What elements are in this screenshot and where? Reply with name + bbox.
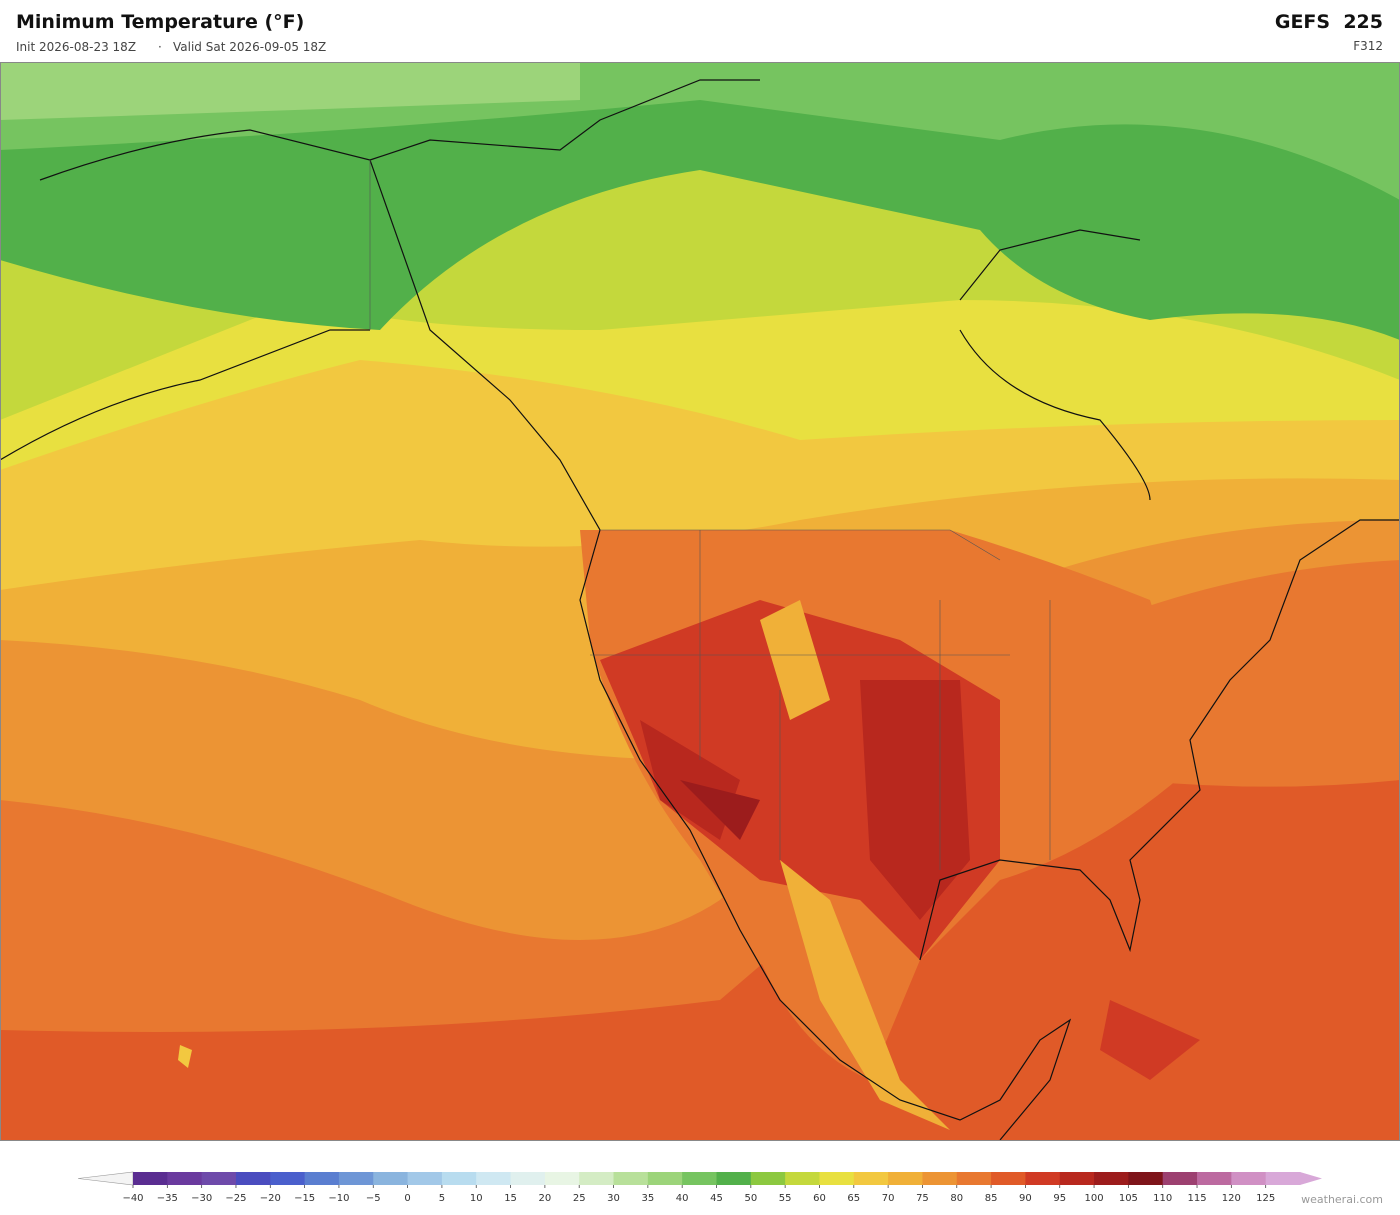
colorbar-tick-label: 0 xyxy=(404,1193,410,1204)
colorbar-tick-label: 35 xyxy=(641,1193,654,1204)
colorbar-tick-label: 45 xyxy=(710,1193,723,1204)
colorbar-tick-label: 10 xyxy=(470,1193,483,1204)
colorbar-segment xyxy=(407,1172,443,1185)
colorbar-tick-label: 80 xyxy=(950,1193,963,1204)
colorbar-tick-label: 30 xyxy=(607,1193,620,1204)
colorbar-segment xyxy=(1265,1172,1301,1185)
colorbar-segment xyxy=(1231,1172,1267,1185)
colorbar-tick-label: 115 xyxy=(1187,1193,1206,1204)
colorbar-segment xyxy=(991,1172,1026,1185)
colorbar-tick-label: −40 xyxy=(122,1193,143,1204)
colorbar-tick-label: 75 xyxy=(916,1193,929,1204)
colorbar-tick-label: 85 xyxy=(985,1193,998,1204)
separator: · xyxy=(158,40,162,54)
colorbar-tick-label: 55 xyxy=(779,1193,792,1204)
colorbar-segment xyxy=(476,1172,512,1185)
colorbar-segment xyxy=(1025,1172,1061,1185)
colorbar-segment xyxy=(510,1172,546,1185)
valid-time: Valid Sat 2026-09-05 18Z xyxy=(173,40,326,54)
colorbar-segment xyxy=(373,1172,409,1185)
colorbar-segment xyxy=(441,1172,477,1185)
colorbar-tick-label: −30 xyxy=(191,1193,212,1204)
colorbar-segment xyxy=(1094,1172,1129,1185)
colorbar-over xyxy=(1300,1172,1322,1185)
colorbar-segment xyxy=(579,1172,615,1185)
colorbar-segment xyxy=(853,1172,889,1185)
colorbar-segment xyxy=(1197,1172,1232,1185)
colorbar-tick-label: 95 xyxy=(1053,1193,1066,1204)
colorbar-segment xyxy=(1059,1172,1095,1185)
colorbar-segment xyxy=(133,1172,168,1185)
colorbar-tick-label: −20 xyxy=(260,1193,281,1204)
colorbar-tick-label: 90 xyxy=(1019,1193,1032,1204)
colorbar-segment xyxy=(750,1172,786,1185)
colorbar-tick-label: 50 xyxy=(744,1193,757,1204)
colorbar-tick-label: 20 xyxy=(539,1193,552,1204)
colorbar-segment xyxy=(1162,1172,1198,1185)
colorbar-segment xyxy=(544,1172,580,1185)
colorbar-tick-label: −10 xyxy=(328,1193,349,1204)
colorbar-segment xyxy=(613,1172,649,1185)
colorbar-segment xyxy=(167,1172,203,1185)
colorbar-tick-label: 25 xyxy=(573,1193,586,1204)
init-time: Init 2026-08-23 18Z xyxy=(16,40,136,54)
colorbar-segment xyxy=(785,1172,820,1185)
watermark: weatherai.com xyxy=(1301,1193,1383,1206)
map xyxy=(0,62,1400,1141)
colorbar-segment xyxy=(888,1172,923,1185)
colorbar-segment xyxy=(1128,1172,1164,1185)
colorbar-tick-label: 65 xyxy=(847,1193,860,1204)
colorbar-tick-label: 125 xyxy=(1256,1193,1275,1204)
colorbar-segment xyxy=(682,1172,717,1185)
colorbar-segment xyxy=(235,1172,271,1185)
colorbar-tick-label: 5 xyxy=(439,1193,445,1204)
colorbar-segment xyxy=(716,1172,752,1185)
colorbar-tick-label: 40 xyxy=(676,1193,689,1204)
colorbar-tick-label: 15 xyxy=(504,1193,517,1204)
colorbar-tick-label: 100 xyxy=(1085,1193,1104,1204)
colorbar-tick-label: 70 xyxy=(882,1193,895,1204)
colorbar-tick-label: 60 xyxy=(813,1193,826,1204)
forecast-hour: F312 xyxy=(1353,39,1383,53)
colorbar-segment xyxy=(956,1172,992,1185)
map-title: Minimum Temperature (°F) xyxy=(16,11,304,33)
colorbar-under xyxy=(77,1171,134,1186)
colorbar-segment xyxy=(338,1172,374,1185)
colorbar-segment xyxy=(304,1172,340,1185)
colorbar-tick-label: −25 xyxy=(225,1193,246,1204)
colorbar-tick-label: −15 xyxy=(294,1193,315,1204)
colorbar-tick-label: −35 xyxy=(157,1193,178,1204)
colorbar-segment xyxy=(647,1172,683,1185)
model-name: GEFS 225 xyxy=(1275,11,1383,33)
colorbar-segment xyxy=(201,1172,237,1185)
colorbar-tick-label: 105 xyxy=(1119,1193,1138,1204)
colorbar-tick-label: 110 xyxy=(1153,1193,1172,1204)
colorbar-segment xyxy=(819,1172,855,1185)
colorbar-tick-label: −5 xyxy=(366,1193,381,1204)
colorbar-tick-label: 120 xyxy=(1222,1193,1241,1204)
colorbar-segment xyxy=(922,1172,958,1185)
colorbar-segment xyxy=(270,1172,306,1185)
colorbar: −40 −35 −30 −25 −20 −15 −10 −5 0 5 10 15 20 25 30 35 40 4… xyxy=(77,1171,1322,1204)
